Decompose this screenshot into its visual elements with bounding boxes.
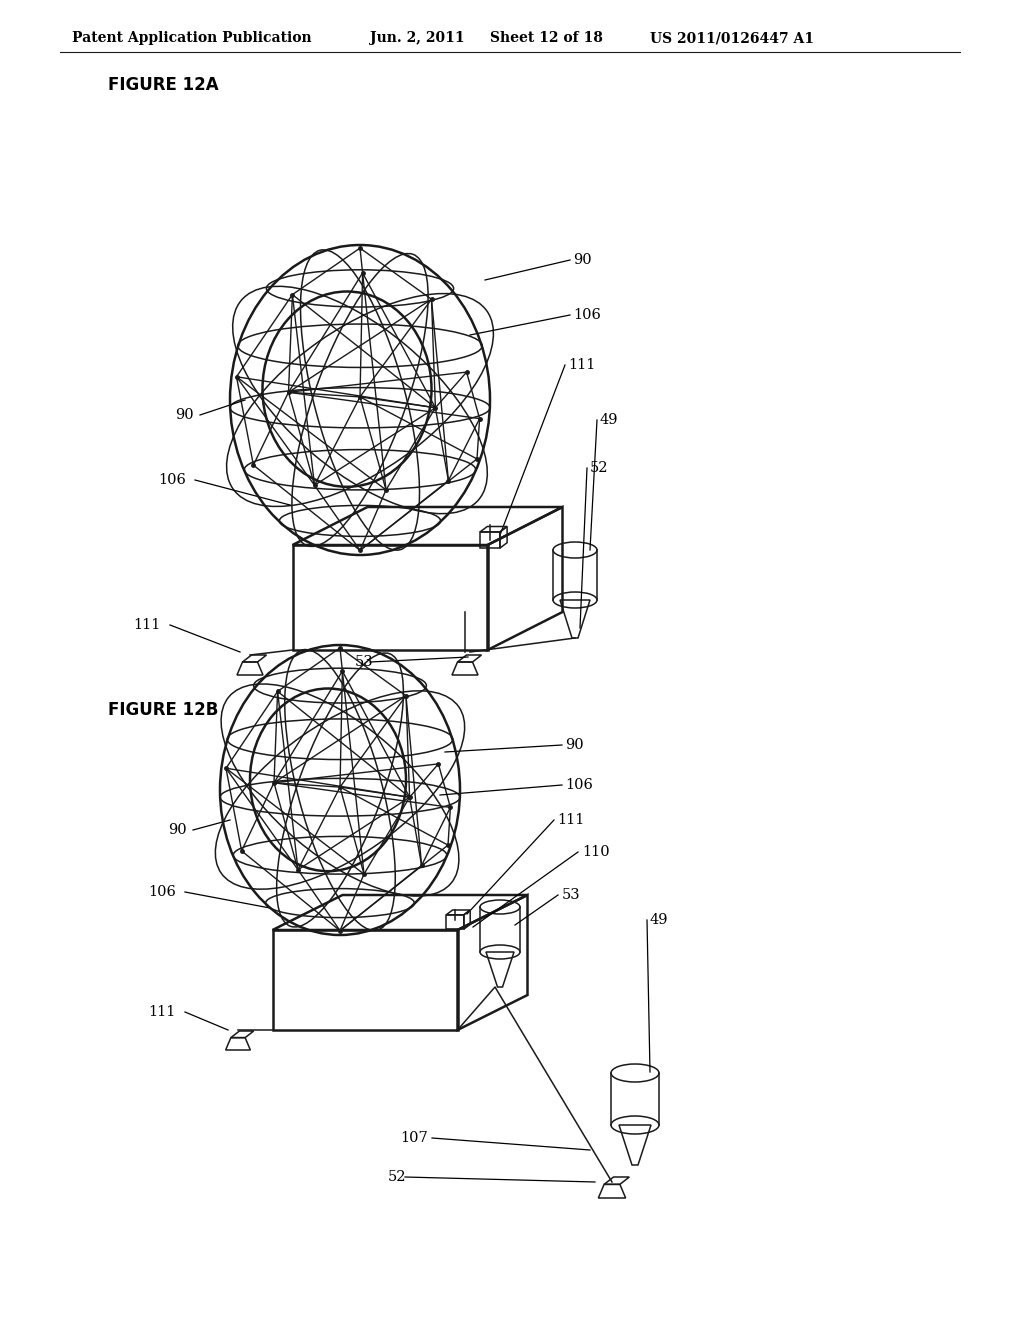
Text: 90: 90 [573, 253, 592, 267]
Text: 106: 106 [158, 473, 186, 487]
Text: 106: 106 [148, 884, 176, 899]
Text: 49: 49 [600, 413, 618, 426]
Text: 111: 111 [557, 813, 585, 828]
Text: 111: 111 [568, 358, 595, 372]
Text: US 2011/0126447 A1: US 2011/0126447 A1 [650, 30, 814, 45]
Text: 52: 52 [388, 1170, 407, 1184]
Text: FIGURE 12B: FIGURE 12B [108, 701, 218, 719]
Text: 90: 90 [168, 822, 186, 837]
Text: 106: 106 [565, 777, 593, 792]
Text: 90: 90 [565, 738, 584, 752]
Text: 107: 107 [400, 1131, 428, 1144]
Text: FIGURE 12A: FIGURE 12A [108, 77, 219, 94]
Text: 49: 49 [650, 913, 669, 927]
Text: 111: 111 [133, 618, 161, 632]
Text: 53: 53 [562, 888, 581, 902]
Text: 53: 53 [355, 655, 374, 669]
Text: 52: 52 [590, 461, 608, 475]
Text: 90: 90 [175, 408, 194, 422]
Text: Patent Application Publication: Patent Application Publication [72, 30, 311, 45]
Text: Jun. 2, 2011: Jun. 2, 2011 [370, 30, 465, 45]
Text: Sheet 12 of 18: Sheet 12 of 18 [490, 30, 603, 45]
Text: 106: 106 [573, 308, 601, 322]
Text: 111: 111 [148, 1005, 175, 1019]
Text: 110: 110 [582, 845, 609, 859]
